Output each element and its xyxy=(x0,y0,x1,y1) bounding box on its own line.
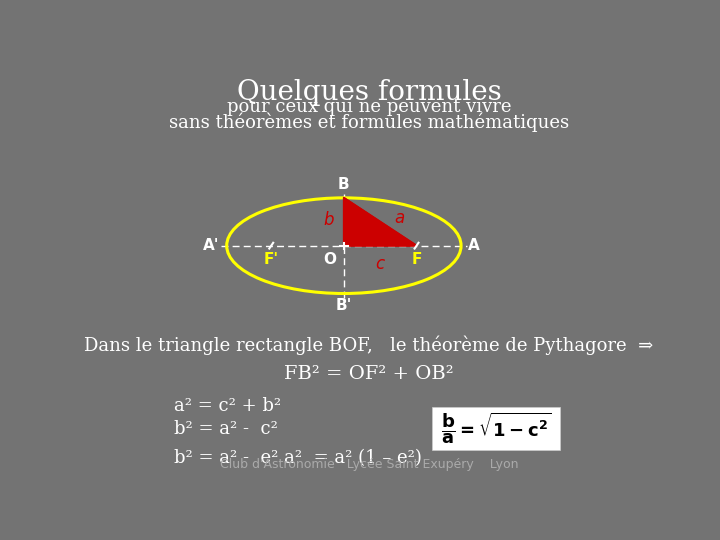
Text: A': A' xyxy=(203,238,220,253)
Text: Dans le triangle rectangle BOF,   le théorème de Pythagore  ⇒: Dans le triangle rectangle BOF, le théor… xyxy=(84,336,654,355)
Text: FB² = OF² + OB²: FB² = OF² + OB² xyxy=(284,365,454,383)
Text: B': B' xyxy=(336,299,352,314)
Text: Club d'Astronomie   Lycée Saint Exupéry    Lyon: Club d'Astronomie Lycée Saint Exupéry Ly… xyxy=(220,458,518,471)
Polygon shape xyxy=(344,198,417,246)
Text: B: B xyxy=(338,178,350,192)
Text: $\mathbf{\dfrac{b}{a} = \sqrt{1 - c^{2}}}$: $\mathbf{\dfrac{b}{a} = \sqrt{1 - c^{2}}… xyxy=(441,411,552,446)
FancyBboxPatch shape xyxy=(432,407,560,450)
Text: sans théorèmes et formules mathématiques: sans théorèmes et formules mathématiques xyxy=(169,113,569,132)
Text: A: A xyxy=(468,238,480,253)
Text: a: a xyxy=(394,208,405,227)
Text: b² = a² -  e² a²  = a² (1 – e²): b² = a² - e² a² = a² (1 – e²) xyxy=(174,449,422,468)
Text: F': F' xyxy=(264,252,279,267)
Text: O: O xyxy=(323,252,337,267)
Text: F: F xyxy=(411,252,422,267)
Text: Quelques formules: Quelques formules xyxy=(237,79,501,106)
Text: b² = a² -  c²: b² = a² - c² xyxy=(174,420,278,438)
Text: pour ceux qui ne peuvent vivre: pour ceux qui ne peuvent vivre xyxy=(227,98,511,116)
Text: a² = c² + b²: a² = c² + b² xyxy=(174,397,281,415)
Text: b: b xyxy=(323,211,334,228)
Text: c: c xyxy=(376,255,384,273)
